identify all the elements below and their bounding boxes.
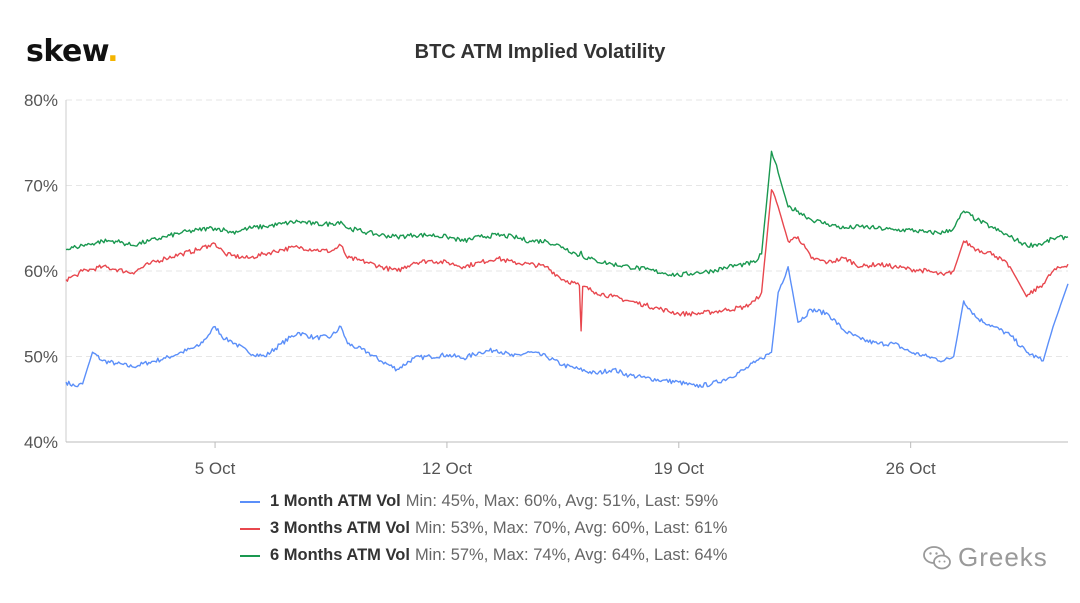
y-tick-label: 80%: [24, 91, 58, 110]
legend-series-name: 1 Month ATM Vol: [270, 492, 401, 510]
chat-bubble-icon: [923, 545, 951, 569]
legend-series-stats: Min: 53%, Max: 70%, Avg: 60%, Last: 61%: [414, 519, 728, 537]
greeks-watermark: Greeks: [922, 542, 1048, 573]
watermark-text: Greeks: [958, 542, 1048, 572]
series-line-2: [65, 189, 1069, 332]
legend-series-name: 6 Months ATM Vol: [270, 546, 410, 564]
chart-title: BTC ATM Implied Volatility: [414, 41, 666, 63]
legend-swatch: [240, 554, 260, 557]
brand-dot: .: [107, 34, 119, 69]
y-tick-label: 60%: [24, 262, 58, 281]
series-line-1: [65, 266, 1069, 389]
x-tick-label: 12 Oct: [422, 459, 472, 478]
chart-series: [65, 150, 1069, 389]
legend-swatch: [240, 500, 260, 503]
legend-item-1[interactable]: 1 Month ATM Vol Min: 45%, Max: 60%, Avg: …: [240, 488, 727, 515]
x-tick-label: 26 Oct: [886, 459, 936, 478]
x-axis: 5 Oct 12 Oct 19 Oct 26 Oct: [66, 441, 1068, 478]
y-tick-label: 50%: [24, 348, 58, 367]
legend-swatch: [240, 527, 260, 530]
y-axis: 40% 50% 60% 70% 80%: [24, 91, 67, 452]
y-tick-label: 70%: [24, 177, 58, 196]
series-line-3: [65, 150, 1069, 278]
x-tick-label: 19 Oct: [654, 459, 704, 478]
skew-logo: skew.: [26, 34, 119, 69]
legend-item-2[interactable]: 3 Months ATM Vol Min: 53%, Max: 70%, Avg:…: [240, 515, 727, 542]
chart-legend: 1 Month ATM Vol Min: 45%, Max: 60%, Avg: …: [240, 488, 727, 569]
chart-plot: 40% 50% 60% 70% 80% 5 Oct 12 Oct 19 Oct 26 Oct: [24, 91, 1069, 478]
legend-series-stats: Min: 45%, Max: 60%, Avg: 51%, Last: 59%: [405, 492, 719, 510]
legend-series-stats: Min: 57%, Max: 74%, Avg: 64%, Last: 64%: [414, 546, 728, 564]
legend-item-3[interactable]: 6 Months ATM Vol Min: 57%, Max: 74%, Avg:…: [240, 542, 727, 569]
legend-series-name: 3 Months ATM Vol: [270, 519, 410, 537]
y-tick-label: 40%: [24, 433, 58, 452]
chart-gridlines: [66, 99, 1068, 357]
x-tick-label: 5 Oct: [195, 459, 236, 478]
brand-name: skew: [26, 34, 108, 69]
